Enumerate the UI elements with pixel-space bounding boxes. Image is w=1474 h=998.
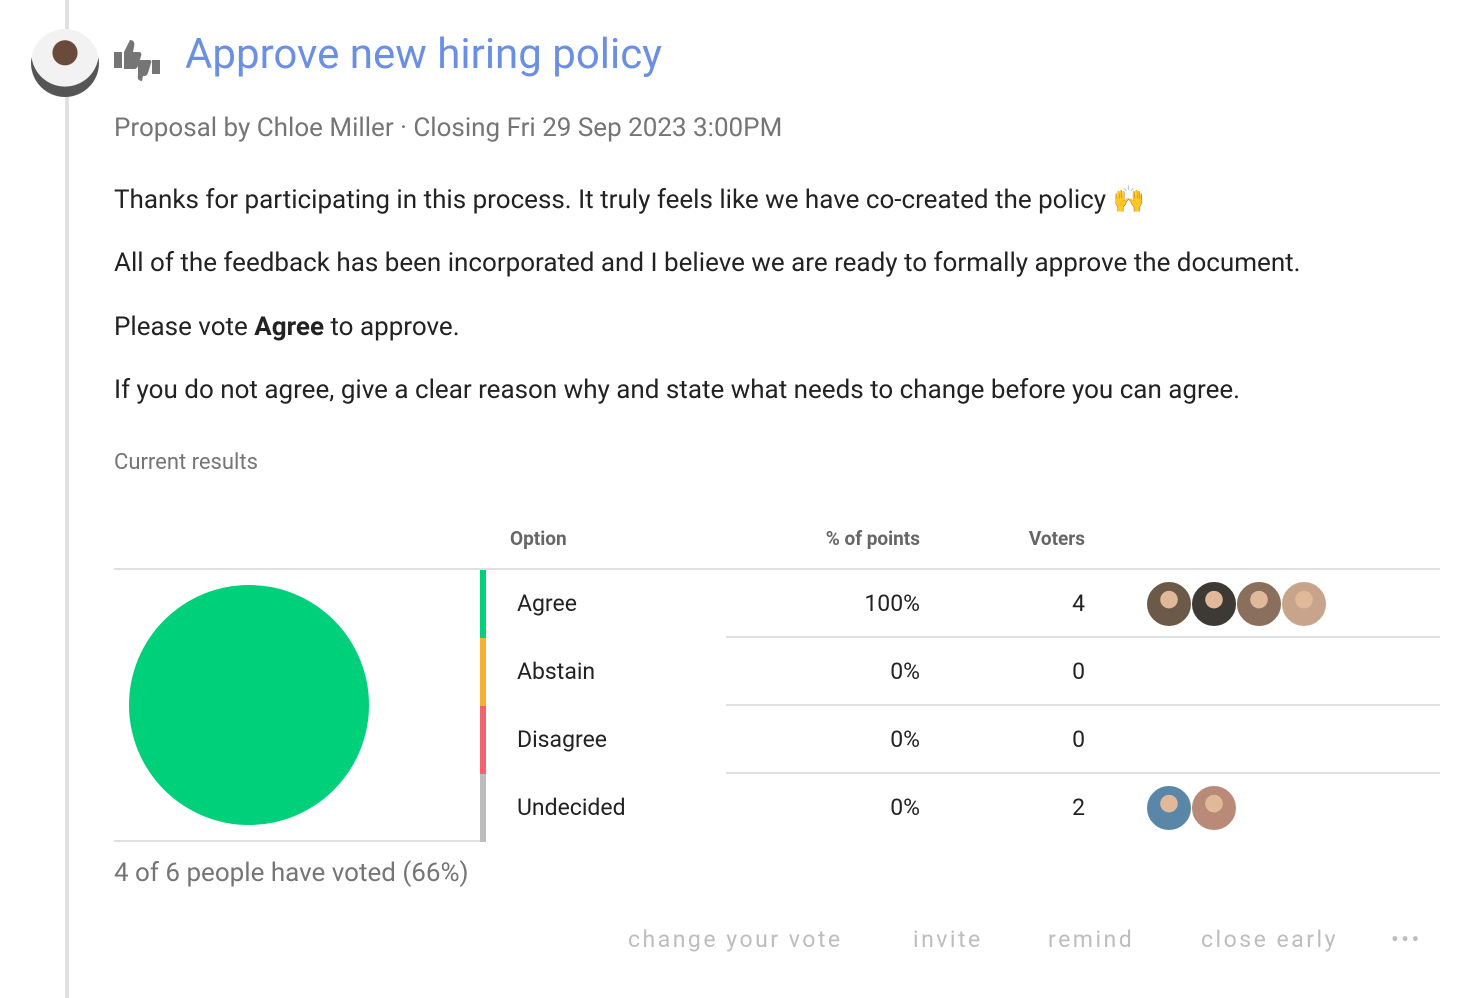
voter-avatar[interactable] xyxy=(1281,581,1327,627)
column-header: Option xyxy=(510,527,567,550)
paragraph: Thanks for participating in this process… xyxy=(114,185,1145,215)
action-button[interactable]: change your vote xyxy=(628,926,843,953)
option-name: Agree xyxy=(517,590,577,617)
table-rule xyxy=(114,840,486,842)
voter-avatar[interactable] xyxy=(1191,581,1237,627)
voter-count: 2 xyxy=(1072,794,1085,821)
voter-count: 0 xyxy=(1072,658,1085,685)
points-percent: 0% xyxy=(890,794,920,821)
vote-summary: 4 of 6 people have voted (66%) xyxy=(114,858,469,888)
row-rule xyxy=(726,704,1440,706)
table-rule xyxy=(114,568,1440,570)
proposal-title[interactable]: Approve new hiring policy xyxy=(185,30,663,79)
row-rule xyxy=(726,636,1440,638)
column-header: Voters xyxy=(1028,527,1085,550)
voter-avatar[interactable] xyxy=(1146,581,1192,627)
author-avatar[interactable] xyxy=(31,29,99,97)
text: Please vote xyxy=(114,312,255,342)
points-percent: 100% xyxy=(864,590,920,617)
action-button[interactable]: remind xyxy=(1048,926,1135,953)
option-name: Disagree xyxy=(517,726,607,753)
paragraph: All of the feedback has been incorporate… xyxy=(114,248,1301,278)
pie-slice xyxy=(129,585,369,825)
option-color-bar xyxy=(480,774,486,842)
voter-avatar[interactable] xyxy=(1236,581,1282,627)
voter-avatar[interactable] xyxy=(1146,785,1192,831)
text: to approve. xyxy=(323,312,460,342)
action-button[interactable]: ••• xyxy=(1391,926,1422,953)
option-color-bar xyxy=(480,706,486,774)
voter-avatar[interactable] xyxy=(1191,785,1237,831)
voter-count: 4 xyxy=(1072,590,1085,617)
thread-rail xyxy=(65,0,69,998)
paragraph: Please vote Agree to approve. xyxy=(114,312,460,342)
option-color-bar xyxy=(480,570,486,638)
option-name: Abstain xyxy=(517,658,596,685)
results-pie xyxy=(129,585,369,825)
option-name: Undecided xyxy=(517,794,626,821)
strong-text: Agree xyxy=(254,312,324,342)
results-heading: Current results xyxy=(114,450,258,475)
voter-count: 0 xyxy=(1072,726,1085,753)
column-header: % of points xyxy=(825,527,920,550)
action-button[interactable]: close early xyxy=(1201,926,1338,953)
paragraph: If you do not agree, give a clear reason… xyxy=(114,375,1240,405)
points-percent: 0% xyxy=(890,726,920,753)
action-button[interactable]: invite xyxy=(913,926,983,953)
points-percent: 0% xyxy=(890,658,920,685)
row-rule xyxy=(726,772,1440,774)
proposal-meta: Proposal by Chloe Miller · Closing Fri 2… xyxy=(114,113,783,143)
poll-icon xyxy=(114,40,160,81)
option-color-bar xyxy=(480,638,486,706)
